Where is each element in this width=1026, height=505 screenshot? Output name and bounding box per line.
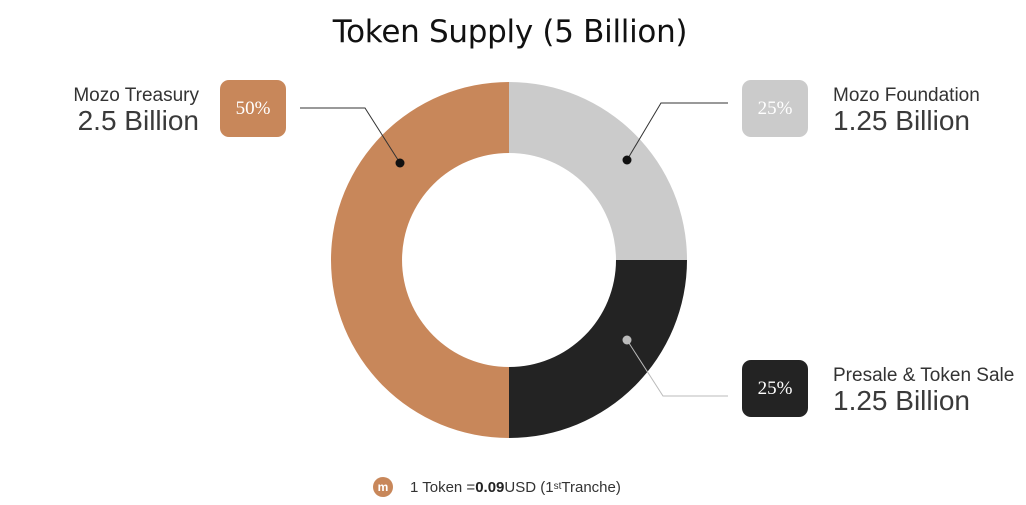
slice-mozo-treasury [331, 82, 509, 438]
slice-mozo-foundation [509, 82, 687, 260]
leader-line [626, 339, 728, 397]
percent-badge-presale-token-sale: 25% [742, 360, 808, 417]
leader-dot [622, 155, 632, 165]
leader-dot [395, 158, 405, 168]
percent-badge-mozo-treasury: 50% [220, 80, 286, 137]
slice-name: Mozo Foundation [833, 85, 980, 106]
slice-value: 1.25 Billion [833, 385, 970, 416]
percent-badge-mozo-foundation: 25% [742, 80, 808, 137]
leader-line [626, 102, 728, 161]
label-presale-token-sale: Presale & Token Sale 1.25 Billion [833, 365, 1014, 415]
price-unit: USD (1 [504, 478, 554, 496]
slice-value: 2.5 Billion [77, 105, 199, 136]
price-value: 0.09 [475, 478, 505, 496]
price-prefix: 1 Token = [410, 478, 476, 496]
slice-name: Presale & Token Sale [833, 365, 1015, 386]
label-mozo-foundation: Mozo Foundation 1.25 Billion [833, 85, 980, 135]
price-note: m 1 Token = 0.09 USD (1 st Tranche) [373, 476, 621, 498]
price-suffix: Tranche) [561, 478, 621, 496]
leader-dot [622, 335, 632, 345]
slice-name: Mozo Treasury [73, 85, 199, 106]
mozo-logo-icon: m [373, 477, 393, 497]
slice-value: 1.25 Billion [833, 105, 970, 136]
chart-title: Token Supply (5 Billion) [332, 14, 688, 50]
slice-presale-token-sale [509, 260, 687, 438]
leader-line [300, 107, 401, 164]
label-mozo-treasury: Mozo Treasury 2.5 Billion [73, 85, 199, 135]
